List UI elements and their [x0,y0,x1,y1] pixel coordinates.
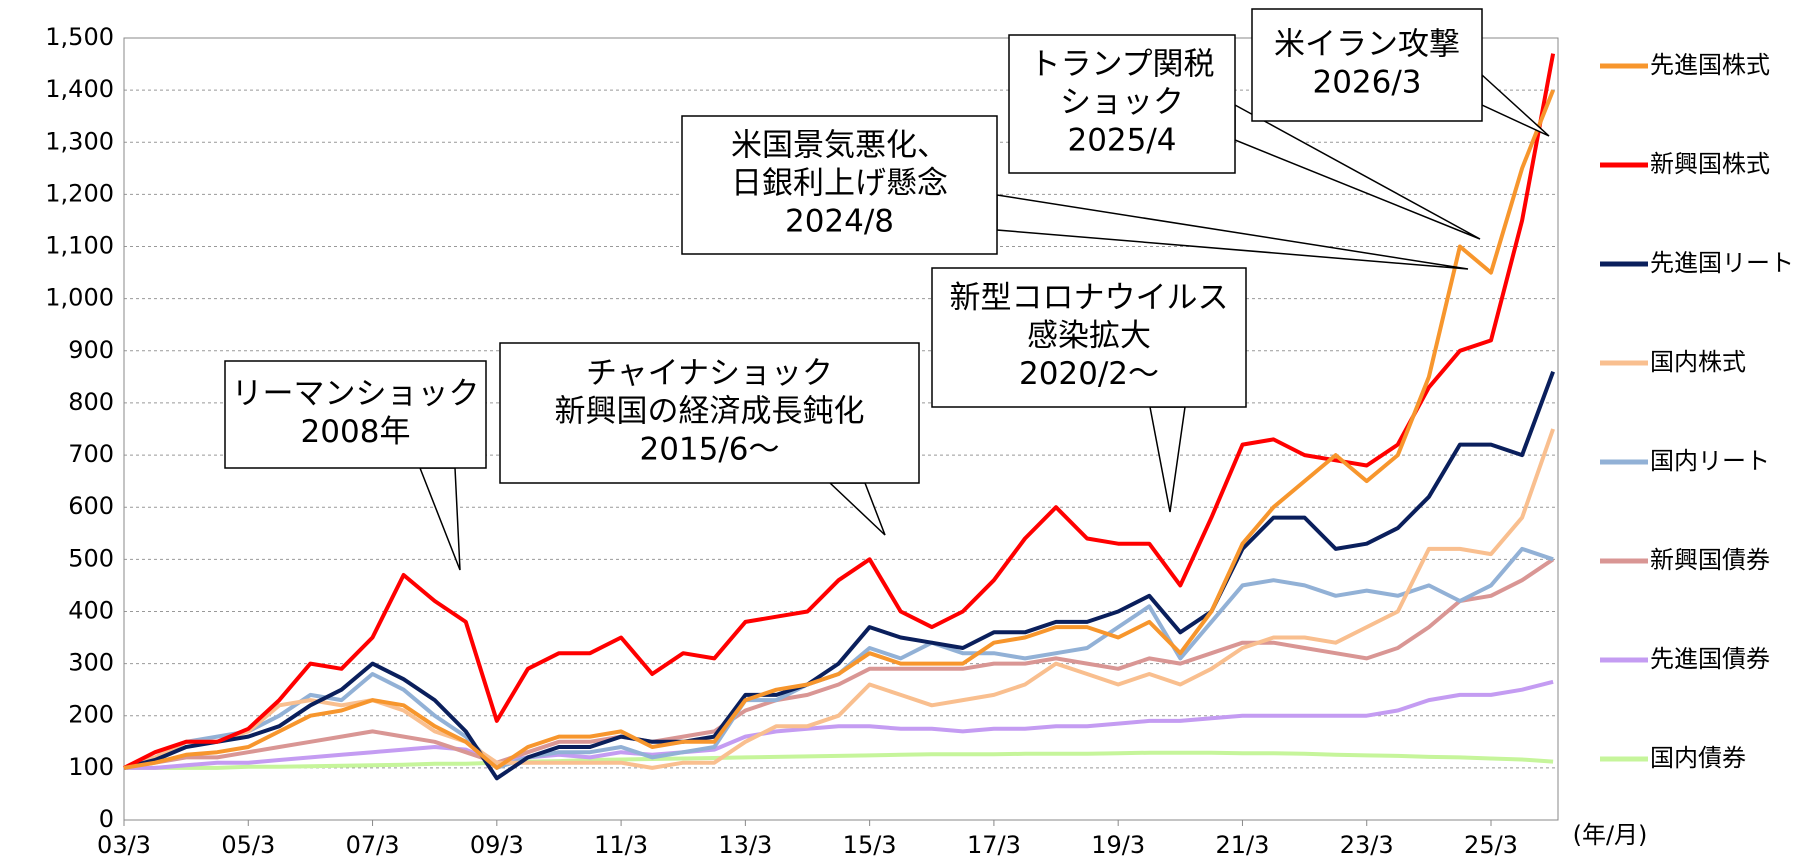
y-tick-label: 1,000 [45,284,114,312]
y-tick-label: 100 [68,753,114,781]
y-tick-label: 600 [68,492,114,520]
annotation-pointer [828,482,886,536]
series-line [123,371,1555,781]
x-tick-label: 03/3 [97,831,151,859]
y-tick-label: 1,500 [45,23,114,51]
plot-border [123,37,1559,821]
annotation-pointer [1481,73,1550,137]
x-tick-label: 15/3 [843,831,897,859]
y-tick-label: 1,300 [45,127,114,155]
annotation-text: トランプ関税 [1029,47,1214,83]
annotation-box [499,342,920,484]
legend-label: 先進国株式 [1650,51,1770,79]
annotation-text: チャイナショック [586,356,833,392]
x-axis-label: (年/月) [1573,821,1648,849]
annotation-text: 2020/2〜 [1019,356,1159,392]
legend-label: 新興国株式 [1650,150,1770,178]
x-tick-label: 21/3 [1216,831,1270,859]
x-tick-label: 17/3 [967,831,1021,859]
y-tick-label: 800 [68,388,114,416]
annotation-box [681,115,998,255]
annotation-text: 2015/6〜 [639,432,779,468]
y-tick-label: 1,200 [45,179,114,207]
series-line [124,679,1554,770]
x-tick-label: 11/3 [594,831,648,859]
legend-label: 国内株式 [1650,348,1746,376]
annotation-box [1251,8,1483,122]
x-tick-label: 23/3 [1340,831,1394,859]
y-tick-label: 1,400 [45,75,114,103]
annotation-text: 2024/8 [785,204,894,240]
annotation-text: 2008年 [301,414,411,450]
legend-label: 先進国リート [1650,249,1794,277]
y-tick-label: 700 [68,440,114,468]
annotation-box [1008,34,1236,174]
legend-label: 国内債券 [1650,744,1746,772]
annotation-box [931,267,1247,408]
y-tick-label: 1,100 [45,232,114,260]
x-tick-label: 25/3 [1464,831,1518,859]
series-line [123,89,1555,770]
legend-label: 先進国債券 [1650,645,1770,673]
series-line [123,53,1556,770]
y-tick-label: 0 [99,805,114,833]
annotation-text: 2025/4 [1067,123,1176,159]
y-tick-label: 200 [68,701,114,729]
series-line [124,750,1554,770]
annotation-text: 新型コロナウイルス [950,280,1229,316]
annotation-pointer [1234,103,1481,240]
annotation-pointer [1149,406,1186,513]
y-tick-label: 500 [68,544,114,572]
annotation-text: 新興国の経済成長鈍化 [555,394,865,430]
y-tick-label: 900 [68,336,114,364]
x-tick-label: 13/3 [718,831,772,859]
annotation-text: 米国景気悪化、 [731,128,948,164]
annotation-text: 2026/3 [1312,65,1421,101]
x-tick-label: 19/3 [1091,831,1145,859]
annotation-text: ショック [1060,85,1184,121]
y-tick-label: 300 [68,649,114,677]
annotation-text: 日銀利上げ懸念 [731,166,948,202]
legend-label: 新興国債券 [1650,546,1770,574]
annotation-box [224,360,487,469]
annotation-text: 感染拡大 [1027,318,1151,354]
x-tick-label: 05/3 [221,831,275,859]
annotation-text: リーマンショック [232,376,480,412]
series-line [123,557,1555,770]
legend-label: 国内リート [1650,447,1770,475]
x-tick-label: 07/3 [346,831,400,859]
x-tick-label: 09/3 [470,831,524,859]
annotation-text: 米イラン攻撃 [1274,27,1460,63]
y-tick-label: 400 [68,596,114,624]
annotation-pointer [418,467,461,571]
